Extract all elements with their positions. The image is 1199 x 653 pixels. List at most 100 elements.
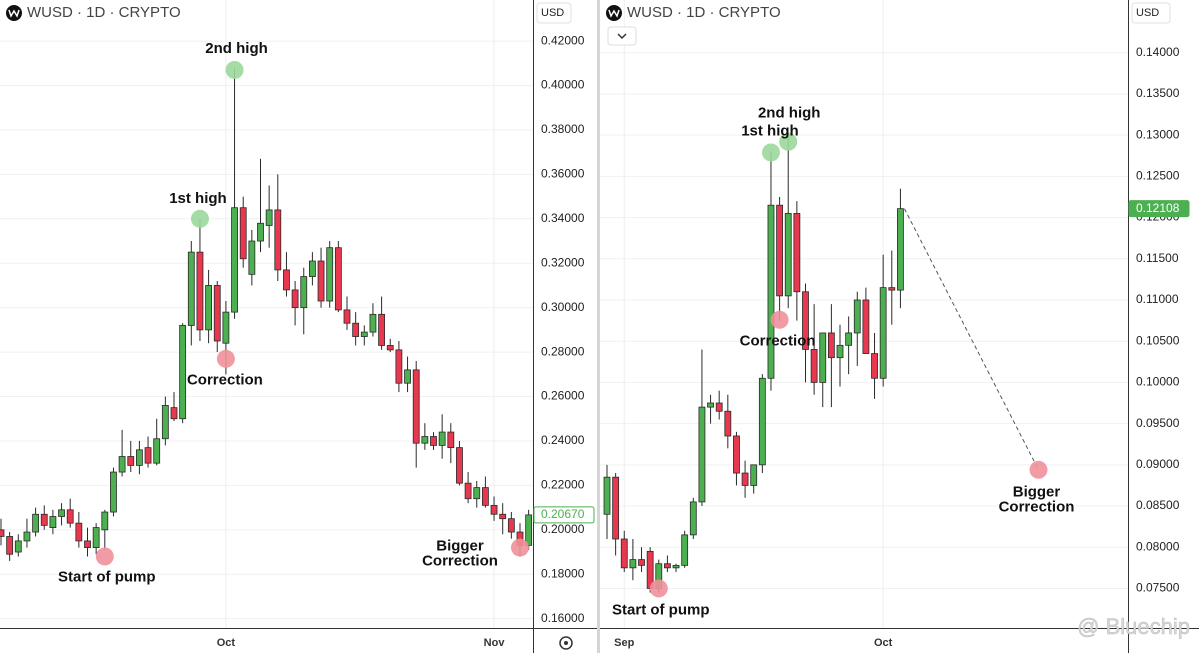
currency-button[interactable]	[1131, 2, 1171, 24]
y-tick-label: 0.28000	[541, 344, 585, 358]
annotation-label: Correction	[422, 553, 498, 570]
candle-body	[291, 289, 299, 309]
x-tick-label: Sep	[614, 637, 634, 649]
candle-body	[793, 213, 801, 293]
annotation-marker	[1029, 460, 1048, 479]
candle-body	[153, 438, 161, 464]
y-tick-label: 0.40000	[541, 78, 585, 92]
candle-body	[525, 514, 533, 546]
y-tick-label: 0.18000	[541, 566, 585, 580]
candle-body	[810, 349, 818, 383]
candle-body	[6, 536, 14, 555]
y-tick-label: 0.20000	[541, 522, 585, 536]
collapse-button[interactable]	[607, 26, 637, 46]
y-tick-label: 0.11500	[1136, 251, 1179, 265]
candle-body	[360, 331, 368, 337]
y-tick-label: 0.30000	[541, 300, 585, 314]
annotation-marker	[779, 132, 798, 151]
candle-body	[871, 353, 878, 379]
candle-body	[14, 540, 22, 553]
annotation-marker	[761, 143, 780, 162]
annotation-marker	[95, 547, 114, 566]
currency-label: USD	[1136, 7, 1159, 19]
y-tick-label: 0.13500	[1136, 86, 1180, 100]
candle-body	[473, 487, 481, 500]
candle-body	[334, 247, 342, 311]
candle-body	[352, 322, 360, 337]
y-tick-label: 0.24000	[541, 433, 585, 447]
candle-body	[845, 332, 853, 346]
candle-body	[196, 251, 204, 331]
logo-mark	[8, 9, 20, 18]
annotation-marker	[649, 579, 668, 598]
y-tick-label: 0.32000	[541, 255, 585, 269]
candle-body	[283, 269, 290, 291]
y-tick-label: 0.09500	[1136, 416, 1180, 430]
candle-body	[49, 516, 57, 528]
candle-body	[499, 513, 507, 520]
candle-body	[222, 311, 230, 344]
candle-body	[84, 540, 91, 548]
candle-body	[135, 449, 143, 466]
logo-mark	[608, 9, 620, 18]
candle-body	[257, 222, 264, 242]
candle-body	[507, 518, 515, 533]
candle-body	[733, 435, 740, 474]
candle-body	[127, 456, 135, 466]
settings-button[interactable]	[559, 636, 573, 650]
y-tick-label: 0.36000	[541, 167, 585, 181]
annotation-label: 2nd high	[758, 105, 821, 122]
candle-body	[438, 431, 446, 446]
candle-body	[395, 349, 403, 384]
y-tick-label: 0.14000	[1136, 45, 1180, 59]
y-tick-label: 0.13000	[1136, 127, 1180, 141]
y-tick-label: 0.10000	[1136, 375, 1180, 389]
candle-body	[707, 402, 714, 408]
candle-body	[853, 299, 861, 334]
candle-body	[664, 563, 671, 569]
candle-body	[412, 369, 420, 444]
currency-label: USD	[541, 7, 564, 19]
currency-button[interactable]	[536, 2, 572, 24]
candle-body	[862, 299, 870, 354]
candle-body	[827, 332, 835, 359]
candle-body	[265, 209, 273, 226]
candle-body	[758, 377, 766, 466]
y-tick-label: 0.34000	[541, 211, 585, 225]
x-tick-label: Oct	[874, 637, 893, 649]
y-tick-label: 0.08000	[1136, 539, 1180, 553]
candle-body	[23, 531, 31, 542]
settings-icon-center	[564, 641, 568, 645]
annotation-label: Bigger	[1013, 484, 1061, 501]
annotation-marker	[770, 310, 789, 329]
candle-body	[612, 476, 620, 540]
annotation-label: 1st high	[169, 190, 227, 207]
candle-body	[110, 471, 117, 513]
candle-body	[672, 564, 680, 569]
last-price-tag	[1128, 200, 1190, 218]
candle-body	[386, 345, 394, 351]
chart-title: WUSD · 1D · CRYPTO	[27, 4, 181, 21]
annotation-label: Correction	[187, 372, 263, 389]
candle-body	[101, 511, 109, 531]
y-tick-label: 0.12500	[1136, 169, 1180, 183]
candle-body	[784, 213, 792, 297]
candle-body	[308, 260, 316, 277]
annotation-label: 1st high	[741, 122, 799, 139]
candle-body	[802, 291, 809, 350]
candle-body	[836, 344, 844, 359]
x-tick-label: Nov	[484, 637, 506, 649]
y-tick-label: 0.16000	[541, 611, 585, 625]
annotation-marker	[225, 60, 244, 79]
candle-body	[897, 208, 904, 291]
candle-body	[369, 313, 377, 333]
candle-body	[681, 534, 689, 566]
candle-body	[689, 501, 697, 536]
annotation-label: Correction	[740, 333, 816, 350]
candle-body	[75, 522, 83, 542]
y-tick-label: 0.22000	[541, 478, 585, 492]
candle-body	[698, 406, 706, 503]
candle-body	[481, 487, 489, 506]
y-tick-label: 0.07500	[1136, 581, 1180, 595]
